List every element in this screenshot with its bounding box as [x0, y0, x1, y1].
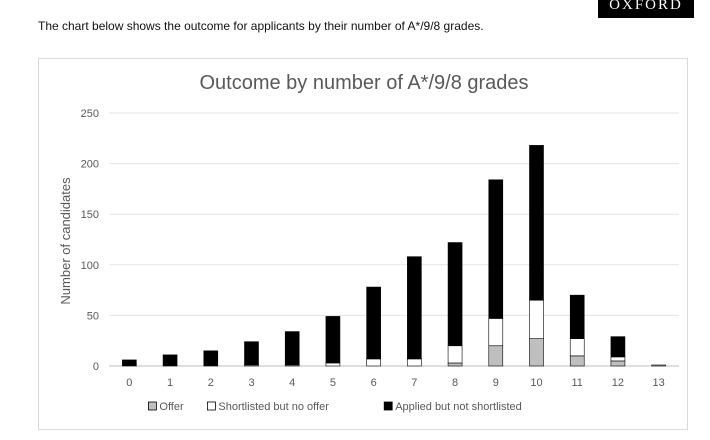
y-tick-label: 100	[81, 260, 99, 272]
bar-segment: Applied but not shortlisted: 153	[529, 145, 544, 301]
bar-segment: Offer: 27	[529, 338, 544, 367]
y-axis-label: Number of candidates	[58, 177, 73, 305]
legend-label: Applied but not shortlisted	[395, 401, 522, 413]
bar-segment: Applied but not shortlisted: 33	[284, 331, 300, 366]
chart-container: Outcome by number of A*/9/8 grades Numbe…	[38, 58, 688, 430]
x-tick-label: 13	[653, 377, 665, 389]
bar-segment: Shortlisted but no offer: 17	[447, 345, 463, 364]
bar-segment: Shortlisted but no offer: 7	[407, 358, 422, 367]
x-tick-label: 10	[530, 377, 542, 389]
bar-segment: Applied but not shortlisted: 6	[122, 359, 137, 367]
bar-segment: Applied but not shortlisted: 43	[569, 294, 585, 339]
legend-label: Shortlisted but no offer	[218, 401, 329, 413]
y-tick-label: 150	[81, 209, 99, 221]
bar-segment: Applied but not shortlisted: 15	[203, 350, 219, 367]
bar-segment: Shortlisted but no offer: 38	[529, 299, 544, 339]
x-tick-label: 8	[452, 377, 458, 389]
legend-label: Offer	[159, 401, 184, 413]
bar-segment: Applied but not shortlisted: 101	[407, 256, 422, 360]
x-tick-label: 5	[330, 377, 336, 389]
stacked-bar-chart: Outcome by number of A*/9/8 grades Numbe…	[58, 72, 679, 413]
bar-segment: Shortlisted but no offer: 7	[366, 358, 381, 367]
y-tick-label: 50	[87, 310, 99, 322]
oxford-logo: OXFORD	[598, 0, 694, 18]
legend-swatch	[148, 401, 157, 411]
x-tick-label: 9	[493, 377, 499, 389]
x-tick-label: 3	[248, 377, 254, 389]
x-tick-label: 4	[289, 377, 295, 389]
intro-text: The chart below shows the outcome for ap…	[38, 19, 484, 33]
gridlines	[109, 112, 679, 367]
bar-segment: Applied but not shortlisted: 137	[488, 179, 504, 319]
x-tick-label: 11	[572, 377, 583, 389]
bar-segment: Applied but not shortlisted: 20	[610, 336, 626, 358]
x-tick-label: 6	[371, 377, 377, 389]
x-tick-labels: 0 1 2 3 4 5 6 7 8 9 10 11 12 13	[126, 377, 664, 389]
bars: Applied but not shortlisted: 6 Applied bu…	[122, 145, 666, 367]
legend: Offer Shortlisted but no offer Applied but…	[148, 401, 522, 413]
bar-segment: Applied but not shortlisted: 23	[244, 341, 259, 366]
legend-swatch	[206, 401, 216, 411]
x-tick-label: 0	[126, 377, 132, 389]
x-tick-label: 1	[167, 377, 173, 389]
x-tick-label: 2	[208, 377, 214, 389]
bar-segment: Offer: 1	[651, 364, 666, 367]
chart-title: Outcome by number of A*/9/8 grades	[199, 72, 528, 94]
bar-segment: Offer: 10	[569, 355, 585, 367]
bar-segment: Applied but not shortlisted: 11	[162, 354, 178, 367]
bar-segment: Offer: 3	[447, 362, 463, 367]
x-tick-label: 12	[612, 377, 624, 389]
bar-segment: Shortlisted but no offer: 4	[610, 356, 626, 362]
y-tick-label: 200	[81, 159, 99, 171]
bar-segment: Shortlisted but no offer: 3	[325, 362, 341, 367]
bar-segment: Offer: 20	[488, 345, 504, 367]
y-tick-label: 250	[81, 108, 99, 120]
bar-segment: Applied but not shortlisted: 46	[325, 316, 341, 364]
bar-segment: Shortlisted but no offer: 17	[569, 338, 585, 357]
y-tick-label: 0	[93, 361, 99, 373]
y-tick-labels: 0 50 100 150 200 250	[81, 108, 99, 373]
legend-swatch	[383, 401, 393, 411]
bar-segment: Applied but not shortlisted: 71	[366, 286, 381, 360]
bar-segment: Applied but not shortlisted: 102	[447, 242, 463, 347]
bar-segment: Offer: 5	[610, 360, 626, 367]
bar-segment: Shortlisted but no offer: 27	[488, 318, 504, 347]
x-tick-label: 7	[411, 377, 417, 389]
